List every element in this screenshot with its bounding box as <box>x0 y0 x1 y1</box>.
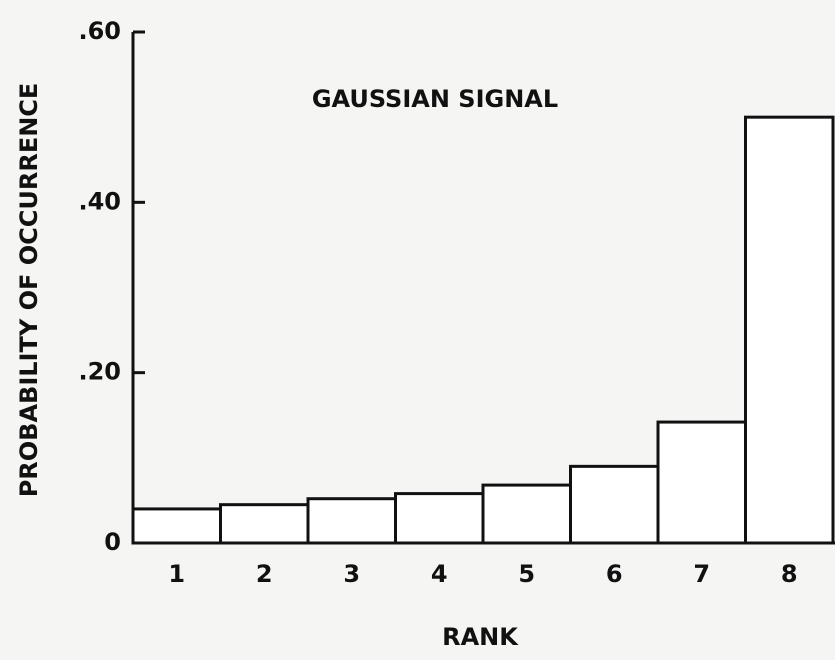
bar <box>394 492 485 545</box>
x-tick-label: 4 <box>431 560 448 588</box>
x-tick-label: 3 <box>343 560 360 588</box>
y-tick-label: .20 <box>78 358 121 386</box>
y-tick-label: .60 <box>78 17 121 45</box>
y-tick-label: 0 <box>104 528 121 556</box>
x-tick-label: 2 <box>256 560 273 588</box>
chart-title: GAUSSIAN SIGNAL <box>312 85 558 113</box>
bar <box>481 483 572 545</box>
bar <box>656 420 747 545</box>
bar <box>219 503 310 545</box>
x-tick-label: 1 <box>168 560 185 588</box>
x-axis-label: RANK <box>442 623 519 651</box>
y-tick-label: .40 <box>78 187 121 215</box>
x-tick-label: 8 <box>781 560 798 588</box>
x-tick-label: 6 <box>606 560 623 588</box>
x-tick-label: 5 <box>518 560 535 588</box>
y-axis-label: PROBABILITY OF OCCURRENCE <box>15 83 43 498</box>
x-tick-label: 7 <box>693 560 710 588</box>
bar <box>744 115 835 545</box>
bar <box>569 464 660 545</box>
bar <box>306 497 397 545</box>
bar <box>131 507 222 545</box>
